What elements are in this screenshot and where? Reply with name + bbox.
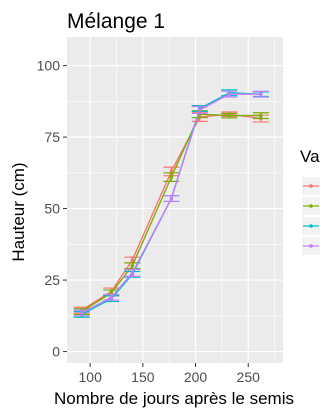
legend-keys (302, 177, 320, 255)
y-tick-label: 0 (52, 344, 60, 360)
axes: 100 150 200 250 0 25 50 75 100 (37, 58, 260, 385)
x-tick-label: 150 (131, 369, 155, 385)
legend-key-point (309, 184, 313, 188)
legend-title: Va (300, 147, 320, 166)
data-point (109, 295, 114, 300)
legend-key-point (309, 204, 313, 208)
y-axis-label: Hauteur (cm) (9, 162, 28, 261)
series-layer (73, 89, 269, 318)
data-point (130, 271, 135, 275)
y-tick-label: 50 (44, 201, 60, 217)
x-tick-label: 200 (184, 369, 208, 385)
y-tick-label: 75 (44, 129, 60, 145)
legend-key-point (309, 224, 313, 228)
data-point (227, 92, 232, 96)
legend-key-point (309, 244, 313, 248)
plot-panel (67, 37, 283, 363)
data-point (169, 175, 174, 179)
data-point (227, 113, 232, 118)
chart-title: Mélange 1 (67, 10, 165, 33)
legend: Va (300, 147, 320, 255)
data-point (259, 113, 263, 118)
data-point (79, 311, 84, 315)
x-tick-label: 100 (79, 369, 103, 385)
panel-background (67, 37, 283, 363)
data-point (169, 196, 174, 201)
y-tick-label: 25 (44, 272, 60, 288)
x-axis-label: Nombre de jours après le semis (54, 389, 294, 408)
x-tick-label: 250 (237, 369, 261, 385)
y-tick-label: 100 (37, 58, 61, 74)
series-4 (73, 90, 269, 317)
data-point (130, 263, 135, 268)
data-point (197, 108, 202, 112)
data-point (130, 258, 135, 262)
data-point (259, 92, 263, 96)
